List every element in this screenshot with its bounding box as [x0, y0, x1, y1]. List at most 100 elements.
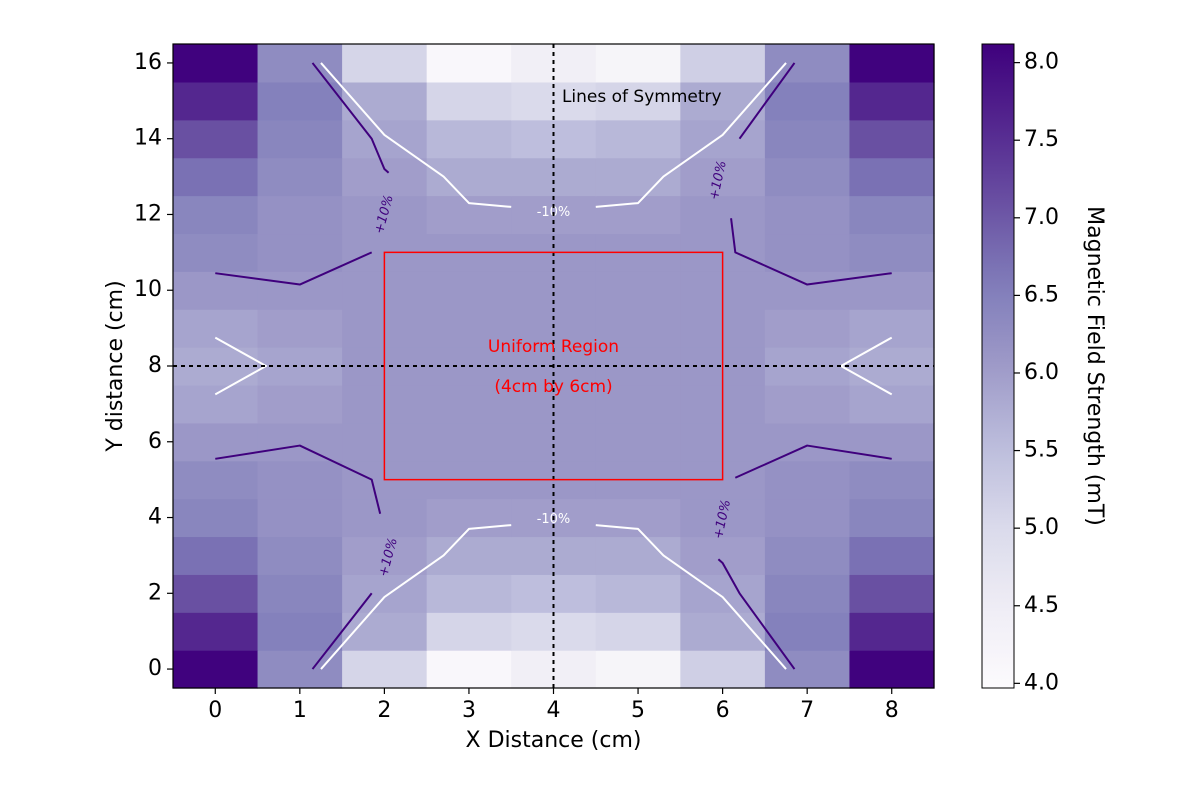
- heatmap-cell: [764, 309, 851, 348]
- heatmap-cell: [849, 574, 935, 613]
- heatmap-cell: [595, 309, 681, 348]
- heatmap-cell: [342, 498, 428, 538]
- heatmap-cell: [173, 574, 259, 613]
- uniform-region-layer: [383, 251, 724, 481]
- x-tick-label: 8: [885, 698, 899, 723]
- heatmap-cell: [849, 612, 935, 651]
- chart-annotation: (4cm by 6cm): [494, 377, 612, 397]
- heatmap-cell: [849, 384, 935, 424]
- heatmap-cell: [680, 612, 766, 651]
- heatmap-cell: [257, 119, 343, 159]
- heatmap-cell: [426, 574, 512, 613]
- colorbar-tick-label: 6.5: [1024, 282, 1059, 307]
- contour-line: [717, 558, 796, 670]
- heatmap-cell: [173, 44, 259, 83]
- chart-annotation: Uniform Region: [488, 337, 619, 357]
- heatmap-cell: [426, 271, 512, 310]
- colorbar-tick-label: 5.0: [1024, 515, 1059, 540]
- x-tick-label: 7: [800, 698, 814, 723]
- heatmap-cell: [342, 574, 428, 613]
- heatmap-cell: [764, 44, 851, 83]
- contour-lines: [214, 62, 893, 670]
- heatmap-cell: [257, 574, 343, 613]
- contour-line: [214, 336, 268, 396]
- colorbar-tick-label: 4.0: [1024, 670, 1059, 695]
- heatmap-cell: [764, 498, 851, 538]
- heatmap-cell: [426, 44, 512, 83]
- heatmap-cell: [342, 612, 428, 651]
- heatmap-cell: [426, 81, 512, 121]
- heatmap-cell: [173, 233, 259, 272]
- heatmap-cell: [426, 498, 512, 538]
- y-tick-label: 16: [134, 50, 162, 75]
- heatmap-cell: [173, 195, 259, 235]
- heatmap-cell: [680, 195, 766, 235]
- heatmap-cell: [849, 650, 935, 689]
- heatmap-cell: [849, 195, 935, 235]
- heatmap-cell: [342, 157, 428, 197]
- heatmap-cell: [257, 81, 343, 121]
- contour-line: [320, 62, 512, 208]
- heatmap-cell: [426, 650, 512, 689]
- annotation-layer: Lines of Symmetry Uniform Region (4cm by 6…: [488, 87, 722, 397]
- heatmap-cell: [764, 650, 851, 689]
- heatmap-cell: [680, 574, 766, 613]
- heatmap-cell: [595, 384, 681, 424]
- heatmap-cell: [173, 498, 259, 538]
- heatmap-cell: [849, 44, 935, 83]
- contour-line: [320, 524, 512, 670]
- x-tick-label: 3: [462, 698, 476, 723]
- colorbar-tick-label: 7.5: [1024, 127, 1059, 152]
- heatmap-cell: [257, 195, 343, 235]
- contour-line: [738, 62, 796, 140]
- heatmap-cell: [849, 309, 935, 348]
- x-tick-label: 6: [716, 698, 730, 723]
- heatmap-cell: [849, 81, 935, 121]
- heatmap-cell: [680, 119, 766, 159]
- heatmap-cell: [257, 271, 343, 310]
- heatmap-cell: [426, 384, 512, 424]
- chart-annotation: Lines of Symmetry: [562, 87, 722, 107]
- colorbar-tick-label: 6.0: [1024, 360, 1059, 385]
- heatmap-cell: [173, 612, 259, 651]
- heatmap-cell: [173, 309, 259, 348]
- heatmap-cell: [764, 612, 851, 651]
- y-tick-label: 12: [134, 201, 162, 226]
- contour-line: [215, 444, 382, 514]
- heatmap-cell: [849, 498, 935, 538]
- contour-line: [215, 251, 373, 286]
- heatmap-cell: [764, 574, 851, 613]
- heatmap-cell: [680, 498, 766, 538]
- heatmap-cell: [595, 650, 681, 689]
- y-tick-label: 8: [148, 353, 162, 378]
- heatmap-cell: [257, 157, 343, 197]
- heatmap-cell: [426, 195, 512, 235]
- heatmap-cell: [595, 157, 681, 197]
- heatmap-cell: [595, 574, 681, 613]
- heatmap-cell: [342, 650, 428, 689]
- heatmap-cell: [764, 271, 851, 310]
- heatmap-cell: [595, 422, 681, 462]
- uniform-region-box: [383, 251, 724, 481]
- heatmap-cell: [173, 81, 259, 121]
- heatmap-cell: [764, 233, 851, 272]
- heatmap-cell: [426, 536, 512, 575]
- colorbar-tick-label: 4.5: [1024, 593, 1059, 618]
- heatmap-cell: [849, 119, 935, 159]
- heatmap-cell: [257, 498, 343, 538]
- colorbar-tick-label: 7.0: [1024, 205, 1059, 230]
- heatmap-cell: [257, 650, 343, 689]
- x-tick-label: 5: [631, 698, 645, 723]
- contour-line: [311, 592, 373, 670]
- y-tick-label: 6: [148, 429, 162, 454]
- x-tick-label: 1: [293, 698, 307, 723]
- heatmap-cell: [680, 157, 766, 197]
- heatmap-cell: [764, 81, 851, 121]
- y-axis-label: Y distance (cm): [103, 280, 128, 452]
- x-tick-label: 2: [377, 698, 391, 723]
- heatmap-cell: [426, 309, 512, 348]
- x-tick-label: 4: [547, 698, 561, 723]
- heatmap-cell: [257, 309, 343, 348]
- y-tick-label: 2: [148, 580, 162, 605]
